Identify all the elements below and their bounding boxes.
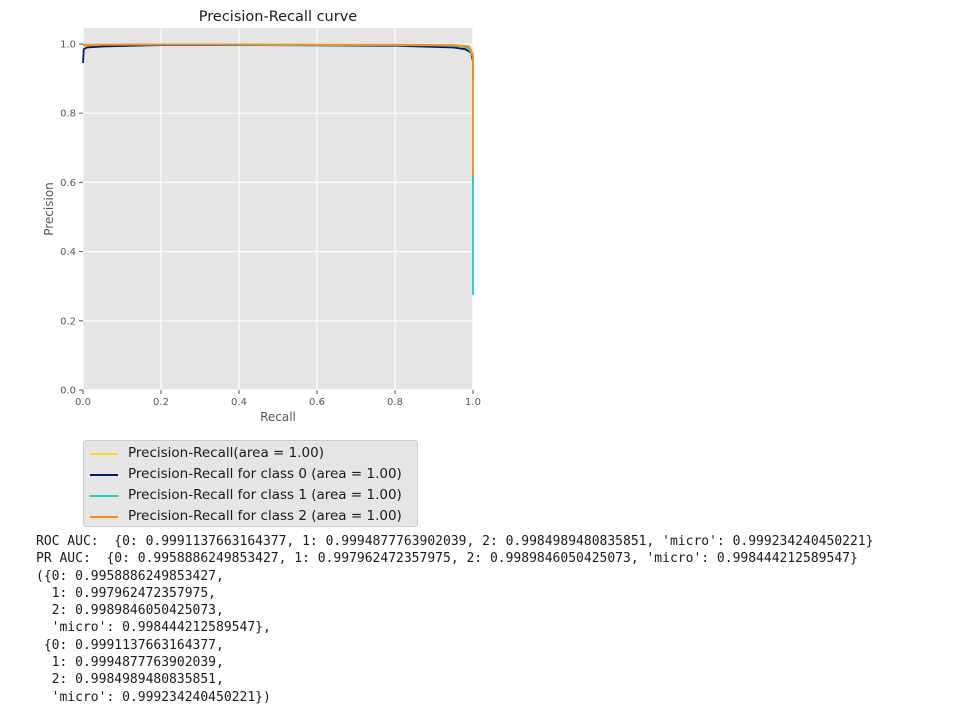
y-tick-label: 0.2: [60, 316, 76, 327]
output-line: 1: 0.997962472357975,: [36, 585, 217, 601]
output-line: {0: 0.9991137663164377,: [36, 637, 224, 653]
output-line: 2: 0.9989846050425073,: [36, 603, 224, 619]
output-line: ROC AUC: {0: 0.9991137663164377, 1: 0.99…: [36, 534, 874, 549]
pr-curve-chart: Precision-Recall curve 0.0 0.2 0.4 0.6 0.8 1.…: [42, 9, 481, 424]
legend-label: Precision-Recall for class 0 (area = 1.0…: [128, 466, 402, 482]
series-line-3: [82, 43, 474, 176]
legend-swatch: [90, 495, 118, 497]
chart-title: Precision-Recall curve: [199, 9, 358, 25]
legend-label: Precision-Recall for class 1 (area = 1.0…: [128, 487, 402, 503]
x-tick-label: 0.4: [231, 397, 247, 408]
console-output: ROC AUC: {0: 0.9991137663164377, 1: 0.99…: [36, 533, 873, 706]
x-tick-label: 0.2: [153, 397, 169, 408]
output-line: ({0: 0.9958886249853427,: [36, 568, 224, 584]
y-axis-ticks: 0.0 0.2 0.4 0.6 0.8 1.0: [60, 40, 83, 397]
series-lines: [82, 43, 474, 295]
x-axis-ticks: 0.0 0.2 0.4 0.6 0.8 1.0: [75, 390, 481, 408]
legend-swatch: [90, 516, 118, 518]
legend-swatch: [90, 474, 118, 476]
y-tick-label: 0.6: [60, 178, 76, 189]
x-tick-label: 0.0: [75, 397, 91, 408]
output-line: PR AUC: {0: 0.9958886249853427, 1: 0.997…: [36, 551, 858, 567]
plot-area: [83, 28, 473, 390]
y-tick-label: 0.0: [60, 386, 76, 397]
x-tick-label: 0.6: [309, 397, 325, 408]
x-tick-label: 1.0: [465, 397, 481, 408]
y-tick-label: 0.4: [60, 247, 76, 258]
y-tick-label: 1.0: [60, 40, 76, 51]
x-axis-label: Recall: [260, 410, 296, 424]
legend-swatch: [90, 453, 118, 455]
output-line: 'micro': 0.998444212589547},: [36, 620, 271, 636]
y-axis-label: Precision: [42, 182, 56, 236]
output-line: 2: 0.9984989480835851,: [36, 672, 224, 688]
output-line: 1: 0.9994877763902039,: [36, 655, 224, 671]
y-tick-label: 0.8: [60, 109, 76, 120]
legend-label: Precision-Recall(area = 1.00): [128, 445, 324, 461]
output-line: 'micro': 0.999234240450221}): [36, 689, 271, 705]
chart-legend: Precision-Recall(area = 1.00) Precision-R…: [83, 440, 418, 527]
x-tick-label: 0.8: [387, 397, 403, 408]
legend-label: Precision-Recall for class 2 (area = 1.0…: [128, 508, 402, 524]
